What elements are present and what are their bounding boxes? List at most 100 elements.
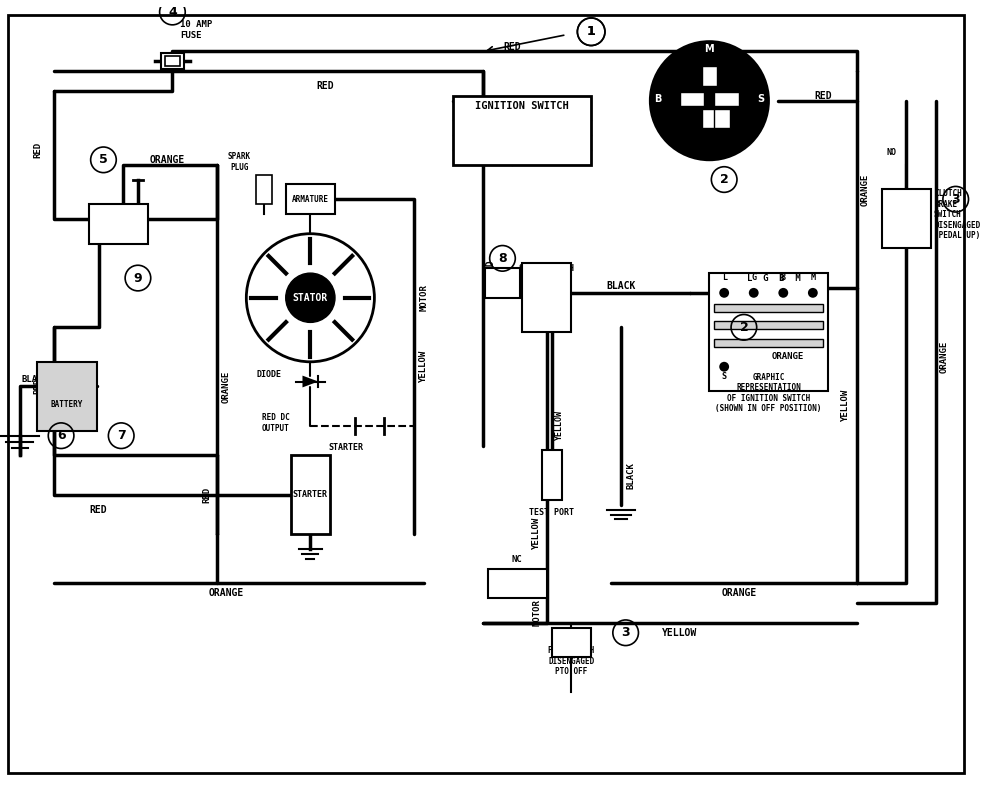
- Text: SPARK
PLUG: SPARK PLUG: [228, 152, 251, 172]
- Text: START: START: [468, 149, 498, 159]
- Bar: [488, 568, 547, 598]
- Text: ORANGE: ORANGE: [940, 341, 949, 373]
- Text: L: L: [755, 145, 762, 155]
- Text: SEAT SWITCH: SEAT SWITCH: [522, 276, 572, 285]
- Text: BLACK: BLACK: [606, 281, 635, 291]
- Bar: [701, 108, 717, 128]
- Bar: [165, 57, 180, 66]
- Text: STARTER: STARTER: [328, 444, 363, 452]
- Text: GRAPHIC
REPRESENTATION
OF IGNITION SWITCH
(SHOWN IN OFF POSITION): GRAPHIC REPRESENTATION OF IGNITION SWITC…: [715, 373, 821, 413]
- Text: RUN1: RUN1: [471, 134, 495, 144]
- Text: UNOCCUPIED: UNOCCUPIED: [524, 286, 570, 295]
- Text: NC: NC: [526, 296, 534, 305]
- Bar: [542, 451, 562, 500]
- Text: 9: 9: [134, 272, 142, 284]
- Text: ORANGE: ORANGE: [722, 588, 756, 598]
- Text: 2: 2: [740, 321, 748, 334]
- Text: 1: 1: [587, 25, 596, 38]
- Circle shape: [651, 42, 768, 160]
- Text: 8: 8: [498, 252, 507, 265]
- Text: ORANGE: ORANGE: [861, 173, 870, 206]
- Bar: [89, 204, 148, 243]
- Text: RED: RED: [33, 142, 42, 158]
- Text: BATTERY: BATTERY: [51, 400, 83, 409]
- Text: YELLOW: YELLOW: [663, 628, 697, 637]
- Text: B+S: B+S: [543, 149, 561, 159]
- Text: RED: RED: [90, 505, 107, 515]
- Text: ORANGE: ORANGE: [772, 352, 805, 361]
- Text: BLACK: BLACK: [626, 462, 635, 488]
- Text: SOLENOID: SOLENOID: [99, 219, 138, 228]
- Text: NC: NC: [512, 555, 523, 564]
- Bar: [552, 628, 592, 657]
- Text: YELLOW: YELLOW: [555, 411, 564, 441]
- Bar: [523, 263, 572, 332]
- Bar: [679, 92, 704, 106]
- Text: S: S: [757, 93, 764, 104]
- Text: 10 AMP
FUSE: 10 AMP FUSE: [180, 20, 213, 39]
- Text: RED: RED: [317, 81, 334, 91]
- Bar: [709, 273, 827, 392]
- Text: RED: RED: [813, 91, 831, 100]
- Bar: [161, 53, 184, 69]
- Text: M: M: [810, 273, 815, 282]
- Text: SEAT SWITCH: SEAT SWITCH: [520, 265, 574, 273]
- Text: BLACK: BLACK: [22, 374, 48, 384]
- Text: ORANGE: ORANGE: [150, 155, 185, 165]
- Text: M+G: M+G: [543, 119, 561, 130]
- Circle shape: [719, 288, 729, 298]
- Text: CLUTCH
BRAKE
SWITCH
DISENGAGED
(PEDAL UP): CLUTCH BRAKE SWITCH DISENGAGED (PEDAL UP…: [934, 189, 980, 240]
- Bar: [881, 189, 931, 249]
- Text: RED: RED: [202, 487, 211, 503]
- Text: G: G: [656, 145, 665, 155]
- Circle shape: [808, 288, 817, 298]
- Bar: [37, 362, 97, 431]
- Text: IGNITION SWITCH: IGNITION SWITCH: [475, 100, 569, 111]
- Bar: [291, 455, 330, 535]
- Bar: [286, 184, 335, 214]
- Text: 7: 7: [116, 429, 125, 442]
- Circle shape: [748, 288, 758, 298]
- Text: B+L: B+L: [543, 134, 561, 144]
- Text: 6: 6: [57, 429, 65, 442]
- Bar: [485, 268, 521, 298]
- Text: YELLOW: YELLOW: [532, 518, 541, 550]
- Text: YELLOW: YELLOW: [841, 390, 850, 422]
- Text: 2: 2: [720, 173, 729, 186]
- Text: TEST PORT: TEST PORT: [529, 508, 574, 517]
- Circle shape: [719, 362, 729, 371]
- Bar: [714, 304, 822, 312]
- Text: ARMATURE: ARMATURE: [292, 195, 329, 204]
- Text: NO: NO: [886, 148, 896, 157]
- Text: 1: 1: [587, 25, 596, 38]
- Text: RED: RED: [504, 42, 522, 52]
- Text: G: G: [751, 273, 756, 282]
- Bar: [714, 339, 822, 347]
- Text: 3: 3: [951, 193, 960, 206]
- Text: RED: RED: [33, 378, 42, 395]
- Text: B: B: [655, 93, 662, 104]
- Text: M: M: [705, 45, 714, 54]
- Bar: [454, 96, 592, 165]
- Text: 4: 4: [168, 5, 176, 19]
- Text: STATOR: STATOR: [293, 293, 328, 303]
- Text: ORANGE: ORANGE: [222, 371, 231, 403]
- Text: MC: MC: [526, 309, 534, 317]
- Text: S: S: [722, 371, 727, 381]
- Text: RED DC
OUTPUT: RED DC OUTPUT: [262, 414, 290, 433]
- Text: IGNITION SWITCH
VIEWED FROM
BACK: IGNITION SWITCH VIEWED FROM BACK: [671, 111, 746, 141]
- Text: OFF: OFF: [474, 119, 492, 130]
- Bar: [714, 92, 739, 106]
- Text: DIODE: DIODE: [256, 370, 281, 378]
- Text: 5: 5: [99, 153, 107, 166]
- Text: RED: RED: [486, 259, 496, 277]
- Circle shape: [286, 273, 335, 323]
- Bar: [714, 108, 730, 128]
- Polygon shape: [303, 375, 318, 388]
- Text: L: L: [722, 273, 727, 282]
- Circle shape: [778, 288, 788, 298]
- Text: L  G  B  M: L G B M: [746, 273, 801, 283]
- Text: MOTOR: MOTOR: [532, 600, 541, 626]
- Text: 3: 3: [621, 626, 630, 639]
- Text: PTO SWITCH
DISENGAGED
PTO OFF: PTO SWITCH DISENGAGED PTO OFF: [548, 646, 595, 676]
